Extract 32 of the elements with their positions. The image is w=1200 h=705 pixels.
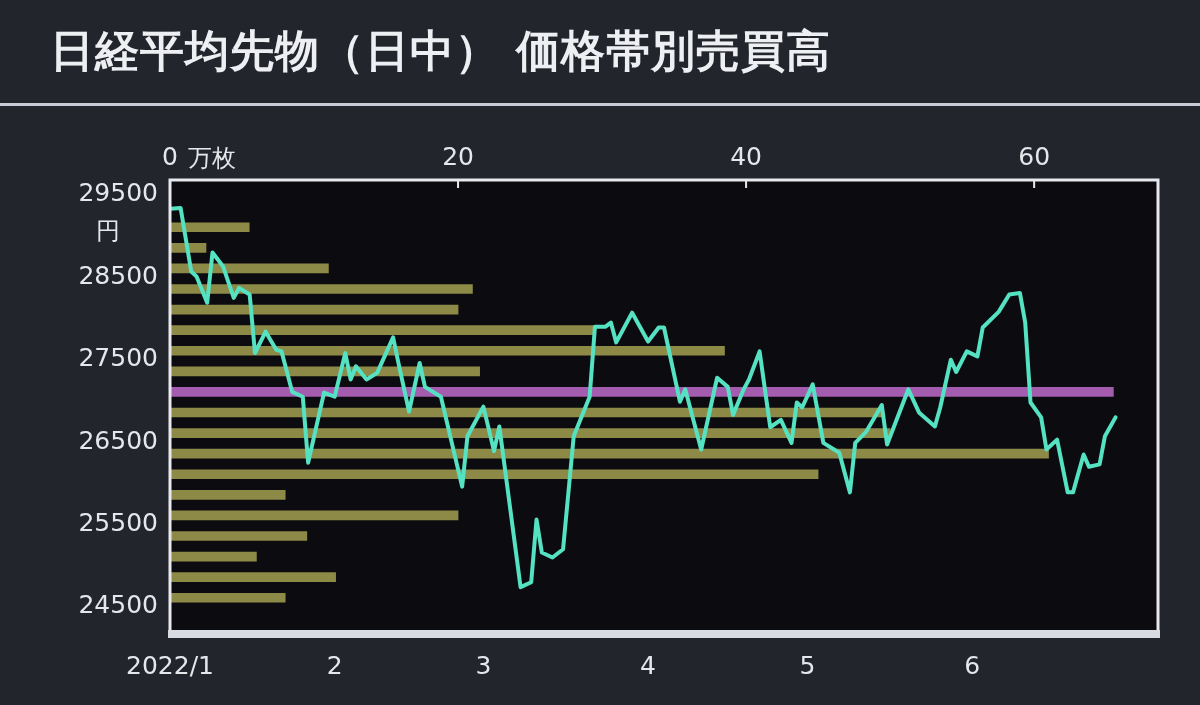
bar — [170, 592, 286, 603]
x-tick-label: 60 — [1018, 141, 1051, 171]
y-tick-label: 25500 — [78, 508, 158, 538]
chart-title: 日経平均先物（日中） 価格帯別売買高 — [50, 24, 832, 78]
bar — [170, 572, 336, 582]
x-tick-label: 2 — [326, 650, 343, 680]
y-tick-label: 26500 — [78, 425, 158, 455]
x-axis-title: 万枚 — [188, 144, 236, 173]
x-tick-label: 3 — [475, 650, 492, 680]
bar — [170, 304, 459, 315]
y-tick-label: 27500 — [78, 343, 158, 373]
x-tick-label: 6 — [964, 650, 981, 680]
bar — [170, 284, 473, 294]
bar — [170, 345, 725, 356]
bar — [170, 531, 308, 541]
x-tick-label: 2022/1 — [126, 650, 214, 680]
bar — [170, 222, 250, 233]
y-tick-label: 24500 — [78, 590, 158, 620]
x-tick-label: 5 — [799, 650, 816, 680]
bar — [170, 469, 819, 480]
x-tick-label: 4 — [640, 650, 657, 680]
y-tick-label: 29500 — [78, 178, 158, 208]
bar — [170, 489, 286, 500]
bar — [170, 510, 459, 521]
x-tick-label: 40 — [730, 141, 762, 171]
x-tick-label: 20 — [442, 141, 474, 171]
x-tick-label: 0 — [162, 141, 178, 171]
bar — [170, 325, 596, 336]
bar — [170, 387, 1114, 397]
y-tick-label: 28500 — [78, 260, 158, 290]
bar — [170, 551, 257, 562]
y-axis-title: 円 — [96, 217, 120, 246]
